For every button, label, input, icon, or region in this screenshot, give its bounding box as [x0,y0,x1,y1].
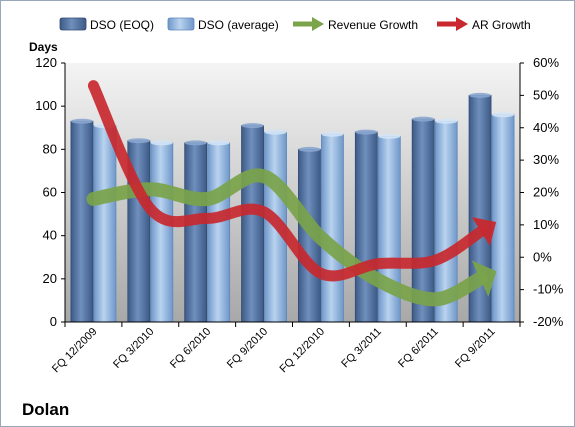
bar-top-dso-eoq-8 [469,92,492,98]
bar-top-dso-eoq-5 [298,146,321,152]
y-left-tick-label: 40 [43,228,57,243]
bar-top-dso-eoq-1 [70,118,93,124]
bar-top-dso-eoq-6 [355,129,378,135]
y-left-tick-label: 100 [35,98,57,113]
y-right-tick-label: 0% [533,249,552,264]
line-ar-growth [87,80,487,282]
legend-item-ar-growth: AR Growth [437,17,531,32]
x-tick-label: FQ 12/2010 [277,326,327,376]
bar-dso-eoq-3 [184,142,208,323]
bar-top-dso-eoq-2 [127,138,150,144]
y-right-tick-label: 10% [533,217,559,232]
legend-label: AR Growth [472,18,531,32]
bar-dso-average-1 [93,125,117,323]
x-tick-label: FQ 3/2011 [339,326,384,371]
bar-top-dso-eoq-7 [412,116,435,122]
line-revenue-growth [86,168,488,307]
bar-top-dso-eoq-3 [184,140,207,146]
bar-dso-average-3 [207,142,231,323]
x-tick-label: FQ 3/2010 [111,326,156,371]
y-left-tick-label: 80 [43,141,57,156]
y-right-tick-label: -20% [533,314,564,329]
bar-dso-average-8 [491,114,515,323]
y-left-tick-label: 0 [50,314,57,329]
bar-dso-average-2 [150,142,174,323]
y-left-tick-label: 60 [43,185,57,200]
bar-top-dso-average-4 [264,129,287,135]
bar-dso-eoq-1 [70,120,94,323]
bar-top-dso-eoq-4 [241,123,264,129]
x-tick-label: FQ 6/2011 [396,326,441,371]
legend-label: DSO (average) [198,18,279,32]
legend-label: Revenue Growth [328,18,418,32]
bar-dso-eoq-4 [241,125,264,323]
x-tick-label: FQ 6/2010 [168,326,213,371]
bar-dso-average-5 [321,133,344,323]
arrowhead-ar-growth [471,217,497,246]
bar-top-dso-average-7 [435,118,458,124]
legend-label: DSO (EOQ) [90,18,154,32]
bar-top-dso-average-2 [150,140,173,146]
y-right-tick-label: 50% [533,87,559,102]
y-right-tick-label: 60% [533,55,559,70]
legend-item-dso-eoq: DSO (EOQ) [59,17,154,32]
y-left-tick-label: 20 [43,271,57,286]
company-name: Dolan [22,400,69,419]
y-right-tick-label: 20% [533,185,559,200]
legend: DSO (EOQ) DSO (average) Revenue Growth A… [59,17,531,32]
x-tick-label: FQ 9/2011 [453,326,498,371]
bar-top-dso-average-6 [378,133,401,139]
bar-top-dso-average-5 [321,131,344,137]
bar-top-dso-average-8 [492,112,515,118]
bar-dso-eoq-6 [354,131,378,323]
y-right-tick-label: 40% [533,120,559,135]
bar-top-dso-average-3 [207,140,230,146]
legend-item-dso-average: DSO (average) [167,17,279,32]
legend-item-revenue-growth: Revenue Growth [293,17,418,32]
x-tick-label: FQ 9/2010 [225,326,270,371]
y-axis-left-label: Days [29,40,58,54]
arrowhead-revenue-growth [471,260,497,297]
x-tick-label: FQ 12/2009 [50,326,100,376]
y-right-tick-label: -10% [533,282,564,297]
y-right-tick-label: 30% [533,152,559,167]
y-left-tick-label: 120 [35,55,57,70]
